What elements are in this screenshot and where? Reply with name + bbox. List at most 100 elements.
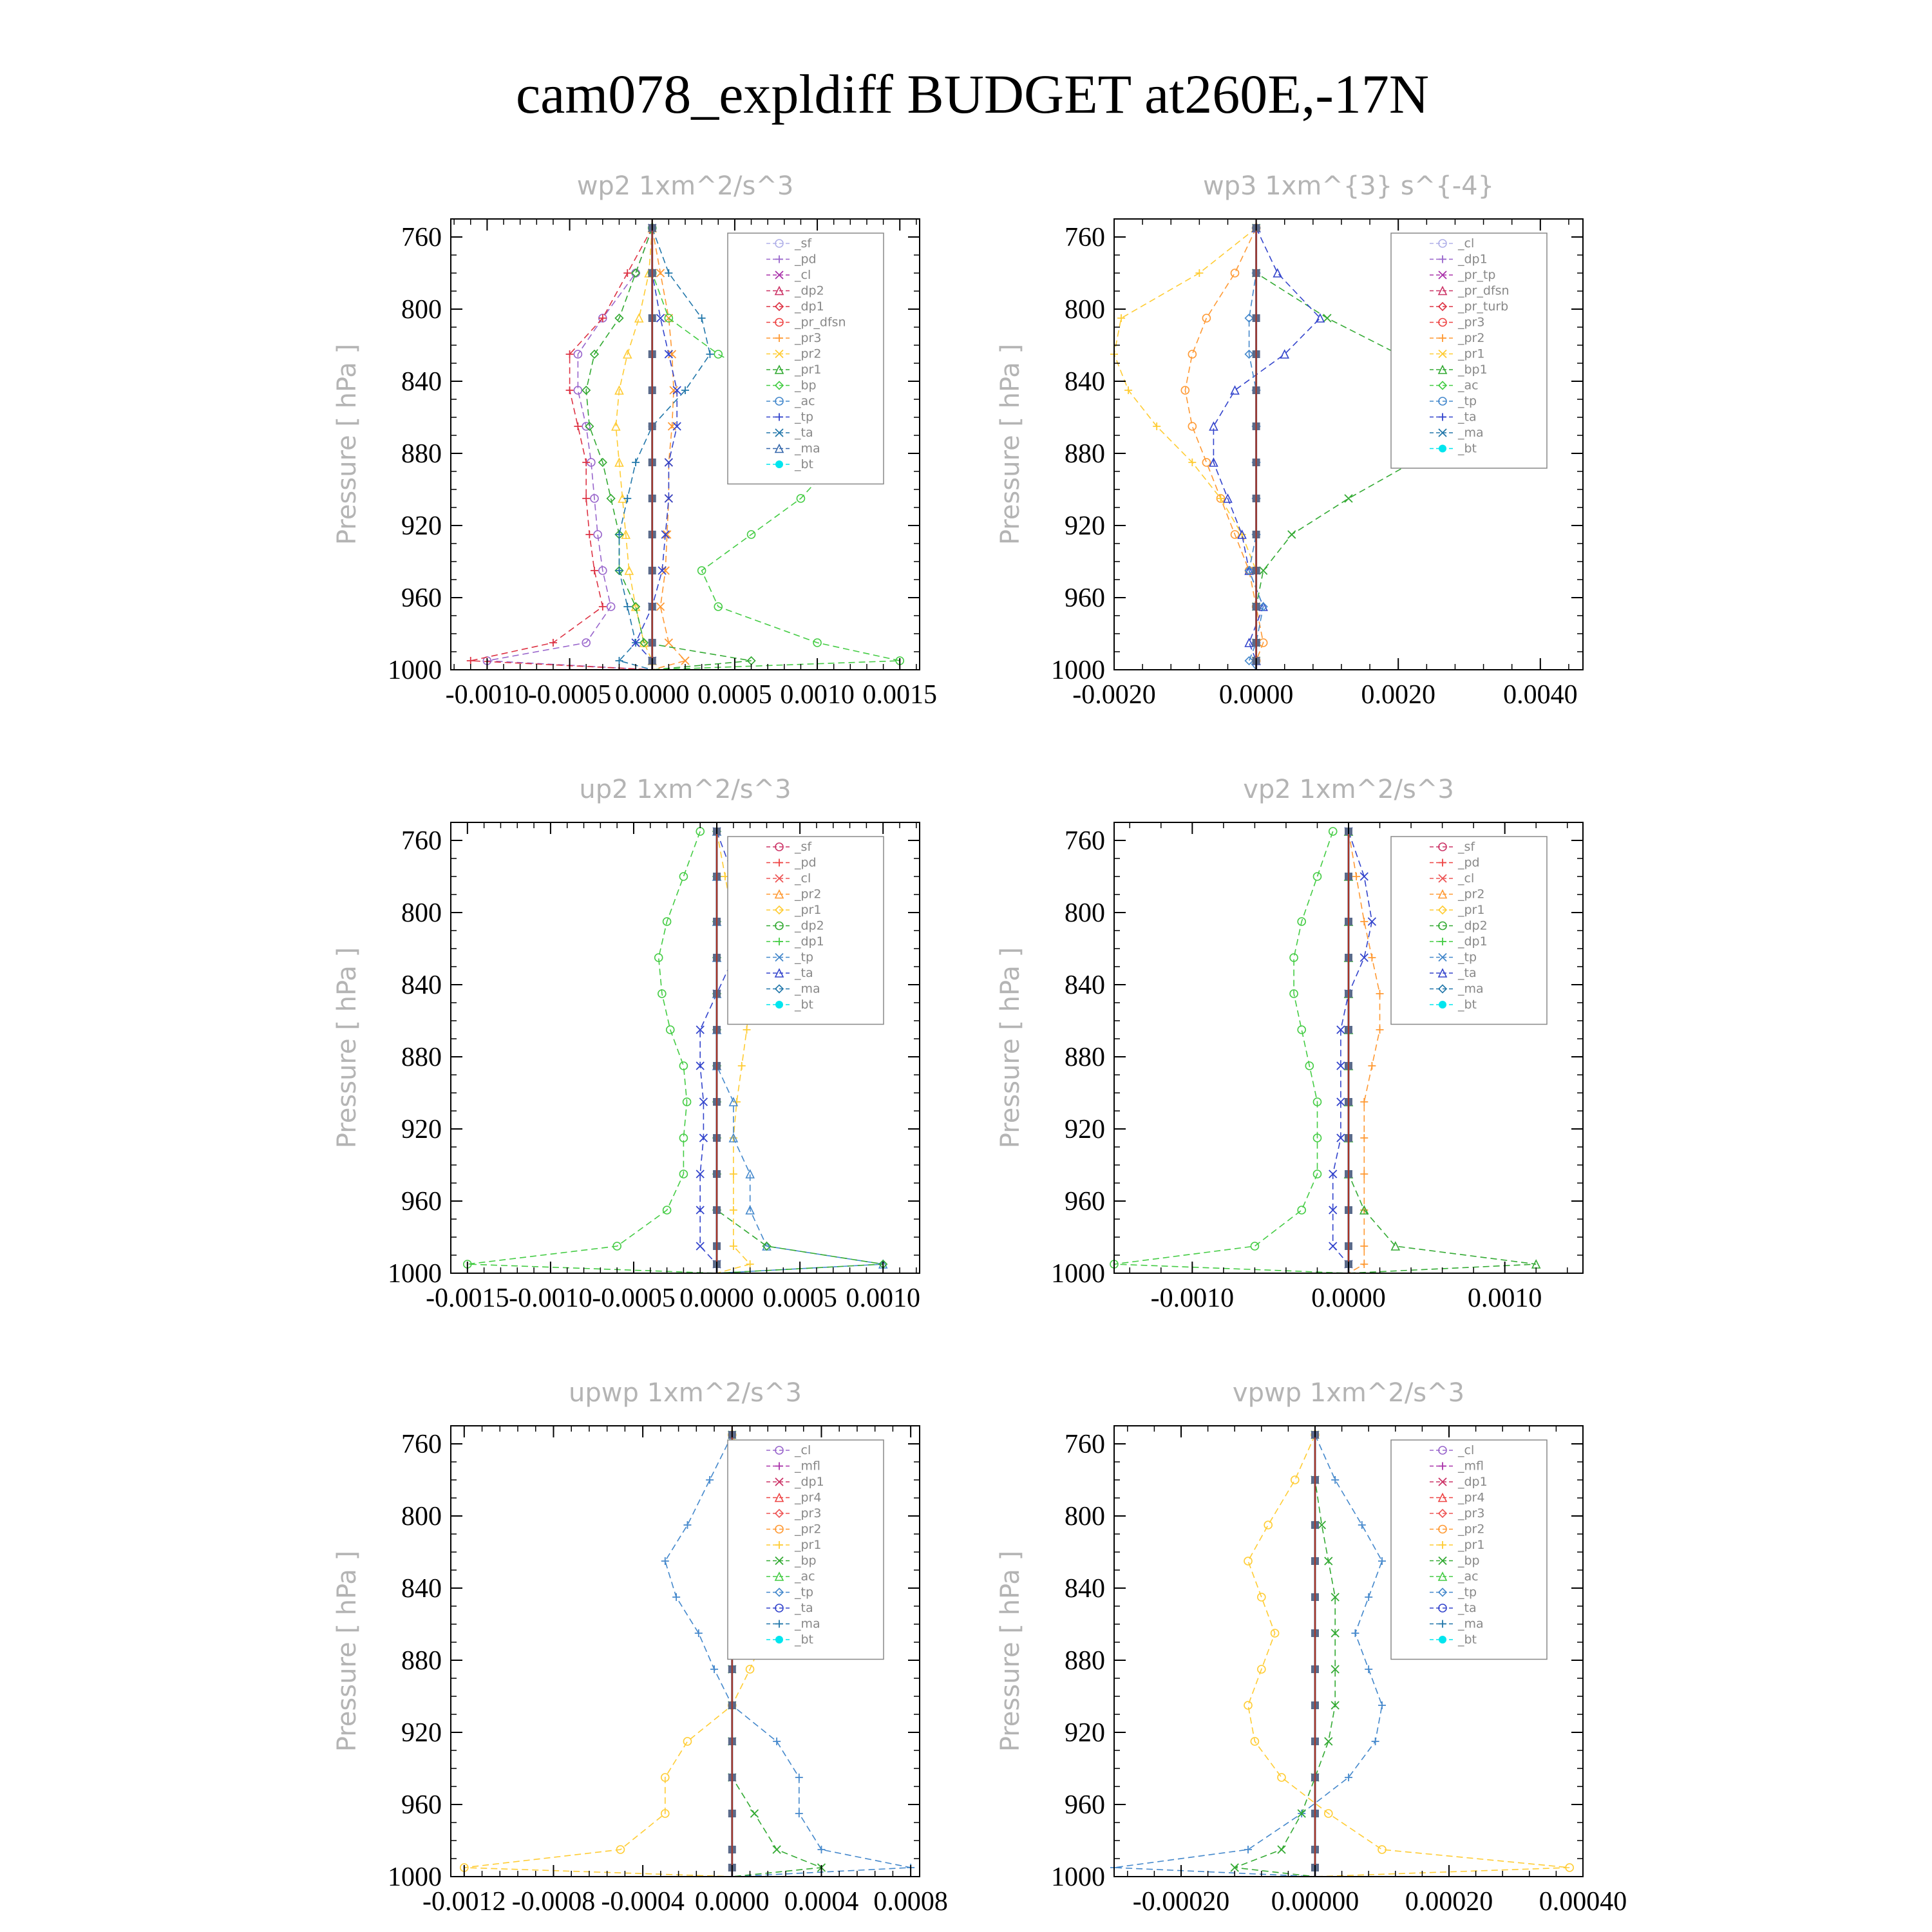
data-point <box>1230 385 1240 395</box>
data-point <box>621 529 631 539</box>
data-point <box>743 1026 751 1034</box>
chart-panel-3: up2 1xm^2/s^3 Pressure [ hPa ] 760 800 840 88… <box>332 775 920 1313</box>
x-tick-label: 0.0000 <box>1311 1283 1386 1313</box>
y-tick-label: 880 <box>401 1646 442 1676</box>
panels-container: wp2 1xm^2/s^3 Pressure [ hPa ] 760 800 840 88… <box>332 171 1627 1917</box>
data-point <box>662 1206 672 1215</box>
y-tick-label: 840 <box>1065 971 1105 1000</box>
data-point <box>696 1242 705 1251</box>
legend-label: _pd <box>1457 856 1480 870</box>
legend-label: _ac <box>1457 379 1479 393</box>
data-point <box>1280 349 1290 359</box>
legend-label: _mfl <box>1457 1459 1484 1473</box>
data-point <box>697 566 706 575</box>
y-tick-label: 960 <box>401 583 442 613</box>
data-point <box>623 269 632 277</box>
data-point <box>672 1593 681 1601</box>
data-point <box>1365 1593 1373 1601</box>
data-point <box>679 1133 688 1142</box>
data-point <box>1312 1170 1322 1179</box>
data-point <box>1331 1629 1340 1638</box>
legend-marker <box>1437 381 1448 390</box>
data-point <box>1331 1593 1340 1602</box>
data-point <box>694 1629 703 1637</box>
data-point <box>1291 1475 1300 1484</box>
data-point <box>1358 1521 1366 1529</box>
data-point <box>1289 989 1298 998</box>
legend-box <box>1390 232 1548 469</box>
y-tick-label: 800 <box>401 898 442 928</box>
legend-marker <box>775 1477 784 1486</box>
data-point <box>1209 421 1218 431</box>
legend-label: _tp <box>1457 951 1477 965</box>
data-point <box>1257 1593 1266 1602</box>
data-point <box>1273 268 1282 278</box>
data-point <box>582 385 591 395</box>
y-tick-label: 920 <box>401 511 442 541</box>
legend-label: _bp <box>1457 1554 1480 1568</box>
data-point <box>656 269 665 278</box>
series-line-ta <box>1332 831 1373 1273</box>
legend-marker <box>1437 301 1448 312</box>
legend-marker <box>775 1001 783 1009</box>
y-tick-label: 1000 <box>1051 656 1105 685</box>
legend-label: _ma <box>794 442 820 456</box>
data-point <box>631 638 640 647</box>
y-tick-label: 840 <box>401 971 442 1000</box>
y-tick-label: 760 <box>401 223 442 252</box>
legend-marker <box>774 1571 784 1581</box>
chart-panel-2: wp3 1xm^{3} s^{-4} Pressure [ hPa ] 760 800… <box>996 171 1584 710</box>
x-tick-label: 0.0040 <box>1503 680 1578 710</box>
legend-marker <box>1439 1541 1446 1549</box>
data-point <box>1244 1701 1253 1710</box>
data-point <box>1359 872 1368 881</box>
data-point <box>1297 1025 1306 1034</box>
data-point <box>1329 1170 1338 1179</box>
data-point <box>728 1133 739 1142</box>
panel-title: vpwp 1xm^2/s^3 <box>1233 1378 1464 1408</box>
data-point <box>729 1206 737 1214</box>
data-point <box>1237 529 1247 539</box>
legend-label: _bt <box>794 457 813 471</box>
y-tick-label: 880 <box>1065 1646 1105 1676</box>
y-tick-label: 1000 <box>1051 1259 1105 1289</box>
data-point <box>681 386 689 394</box>
legend-label: _pr4 <box>1457 1491 1484 1505</box>
x-tick-label: 0.0000 <box>679 1283 754 1313</box>
y-tick-label: 840 <box>401 1574 442 1604</box>
data-point <box>1230 1863 1239 1872</box>
data-point <box>664 638 674 647</box>
data-point <box>1312 1097 1322 1106</box>
legend-label: _dp1 <box>1457 934 1488 949</box>
data-point <box>762 1241 772 1251</box>
legend-label: _bp <box>794 1554 817 1568</box>
data-point <box>615 531 623 538</box>
x-tick-label: -0.0015 <box>426 1283 509 1313</box>
data-point <box>1324 1737 1333 1746</box>
data-point <box>665 1025 675 1034</box>
y-axis-label: Pressure [ hPa ] <box>332 344 362 545</box>
data-point <box>1315 313 1325 323</box>
legend-marker <box>1438 397 1447 406</box>
legend-label: _tp <box>794 951 813 965</box>
legend-marker <box>1439 858 1446 867</box>
x-tick-label: -0.0012 <box>422 1887 506 1917</box>
y-tick-label: 1000 <box>388 656 442 685</box>
data-point <box>1345 1774 1352 1781</box>
data-point <box>1257 1665 1266 1674</box>
data-point <box>585 421 594 431</box>
data-point <box>615 657 623 665</box>
y-tick-label: 960 <box>1065 1790 1105 1820</box>
data-point <box>1244 656 1254 666</box>
data-point <box>714 602 723 611</box>
legend-label: _dp1 <box>1457 252 1488 267</box>
x-tick-label: 0.0005 <box>762 1283 837 1313</box>
data-point <box>679 872 688 881</box>
figure-title: cam078_expldiff BUDGET at260E,-17N <box>516 63 1429 125</box>
data-point <box>1244 313 1254 323</box>
panel-title: vp2 1xm^2/s^3 <box>1243 775 1454 804</box>
data-point <box>1258 601 1268 612</box>
data-point <box>623 603 632 611</box>
legend-marker <box>775 842 784 851</box>
x-tick-label: -0.0008 <box>512 1887 596 1917</box>
